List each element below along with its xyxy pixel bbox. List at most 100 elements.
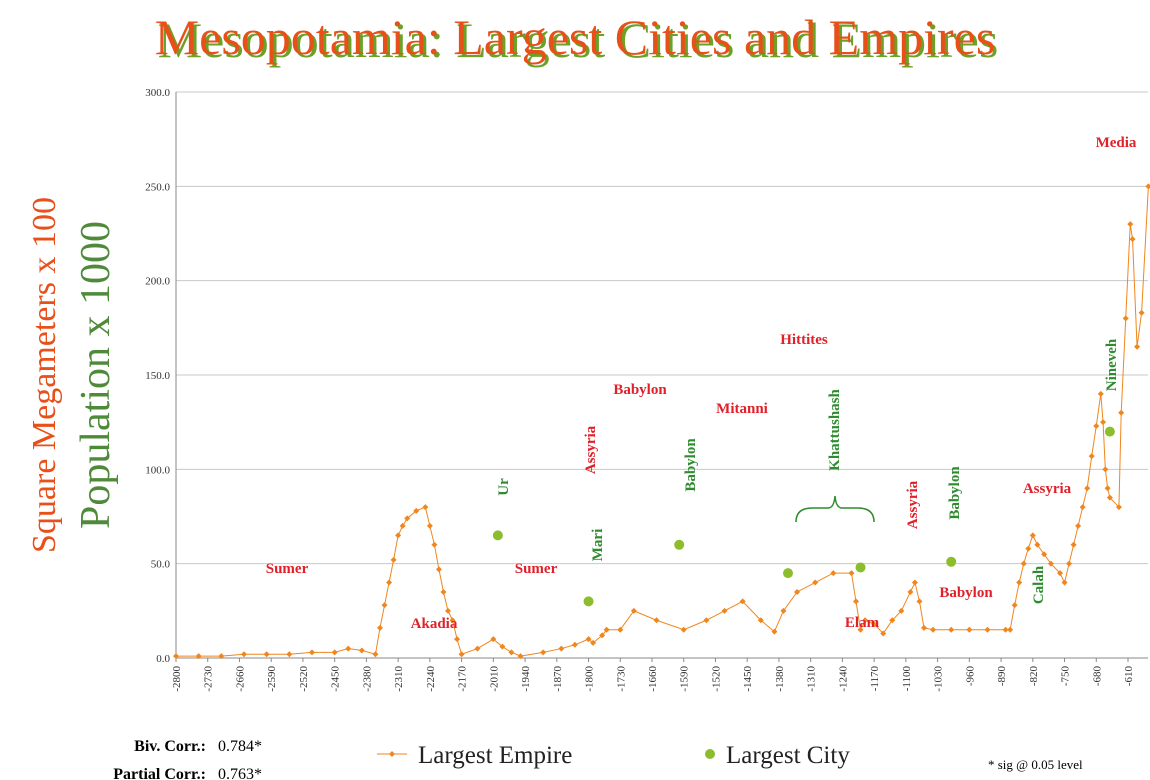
empire-point <box>653 617 660 624</box>
annotation: Ur <box>496 478 512 496</box>
annotation: Khattushash <box>827 388 843 470</box>
series-line <box>176 186 1149 657</box>
x-tick-label: -1800 <box>584 666 596 692</box>
stat-label: Partial Corr.: <box>113 766 206 780</box>
x-tick-label: -1030 <box>933 666 945 692</box>
city-point <box>855 562 866 573</box>
x-tick-label: -1590 <box>679 666 691 692</box>
x-tick-label: -1310 <box>806 666 818 692</box>
x-tick-label: -820 <box>1028 666 1040 687</box>
empire-point <box>241 651 247 658</box>
y-tick-label: 250.0 <box>145 181 170 193</box>
empire-point <box>440 588 447 595</box>
empire-point <box>458 651 465 658</box>
y-tick-label: 300.0 <box>145 87 170 99</box>
x-tick-label: -2010 <box>488 666 500 692</box>
empire-point <box>571 641 578 648</box>
empire-point <box>930 626 937 633</box>
empire-point <box>1034 541 1041 548</box>
empire-point <box>880 630 887 637</box>
empire-point <box>558 645 565 652</box>
annotation: Mari <box>590 529 606 561</box>
empire-point <box>617 626 624 633</box>
empire-point <box>286 651 293 658</box>
x-tick-label: -750 <box>1060 666 1072 687</box>
annotation: Calah <box>1031 565 1047 604</box>
empire-point <box>703 617 710 624</box>
x-tick-label: -960 <box>964 666 976 687</box>
empire-point <box>1118 409 1125 416</box>
annotation: Sumer <box>515 561 558 577</box>
empire-point <box>1057 570 1063 577</box>
empire-point <box>490 636 497 643</box>
empire-point <box>771 628 778 635</box>
empire-point <box>911 579 918 586</box>
empire-point <box>585 636 592 643</box>
empire-point <box>948 626 955 633</box>
empire-point <box>508 649 515 656</box>
legend-marker <box>389 751 395 757</box>
empire-point <box>218 653 225 660</box>
empire-point <box>1134 343 1141 350</box>
empire-point <box>1115 504 1122 511</box>
empire-point <box>331 649 338 656</box>
x-tick-label: -2590 <box>266 666 278 692</box>
empire-point <box>1106 494 1113 501</box>
empire-point <box>630 607 637 614</box>
city-point <box>783 568 793 579</box>
empire-point <box>309 649 315 656</box>
empire-point <box>1002 626 1009 633</box>
empire-point <box>1007 626 1014 633</box>
empire-point <box>390 556 397 563</box>
x-tick-label: -1730 <box>615 666 627 692</box>
x-tick-label: -2310 <box>393 666 405 692</box>
empire-point <box>794 588 801 595</box>
empire-point <box>984 626 991 633</box>
y-axis-title: Population x 1000 <box>73 221 119 529</box>
legend-label: Largest Empire <box>418 742 572 769</box>
empire-point <box>1097 390 1104 397</box>
empire-point <box>1011 602 1018 609</box>
empire-point <box>780 607 787 614</box>
empire-point <box>426 522 433 529</box>
empire-point <box>540 649 547 656</box>
empire-point <box>603 626 610 633</box>
empire-point <box>435 566 442 573</box>
x-tick-label: -2800 <box>171 666 183 692</box>
x-tick-label: -1380 <box>774 666 786 692</box>
footnote: * sig @ 0.05 level <box>988 757 1083 772</box>
city-point <box>583 596 594 607</box>
x-tick-label: -2450 <box>330 666 342 692</box>
city-point <box>492 530 503 541</box>
empire-point <box>599 632 606 639</box>
city-point <box>946 556 957 567</box>
empire-point <box>422 504 429 511</box>
x-tick-label: -1520 <box>710 666 722 692</box>
empire-point <box>263 651 270 658</box>
empire-point <box>404 515 411 522</box>
x-tick-label: -1940 <box>520 666 532 692</box>
x-tick-label: -1240 <box>837 666 849 692</box>
annotation: Babylon <box>613 382 667 398</box>
empire-point <box>431 541 438 548</box>
x-tick-label: -2380 <box>361 666 373 692</box>
empire-point <box>395 532 402 539</box>
empire-point <box>590 639 597 646</box>
x-tick-label: -2170 <box>457 666 469 692</box>
empire-point <box>921 624 927 631</box>
brace <box>795 495 875 523</box>
x-tick-label: -1870 <box>552 666 564 692</box>
empire-point <box>848 570 855 577</box>
empire-point <box>372 651 379 658</box>
y-tick-label: 150.0 <box>145 370 170 382</box>
empire-point <box>445 607 451 614</box>
empire-point <box>1100 419 1107 426</box>
empire-point <box>862 617 869 624</box>
empire-point <box>499 643 506 650</box>
empire-point <box>173 653 179 660</box>
annotation: Assyria <box>1023 481 1072 497</box>
empire-point <box>1145 183 1150 190</box>
empire-point <box>399 522 406 529</box>
